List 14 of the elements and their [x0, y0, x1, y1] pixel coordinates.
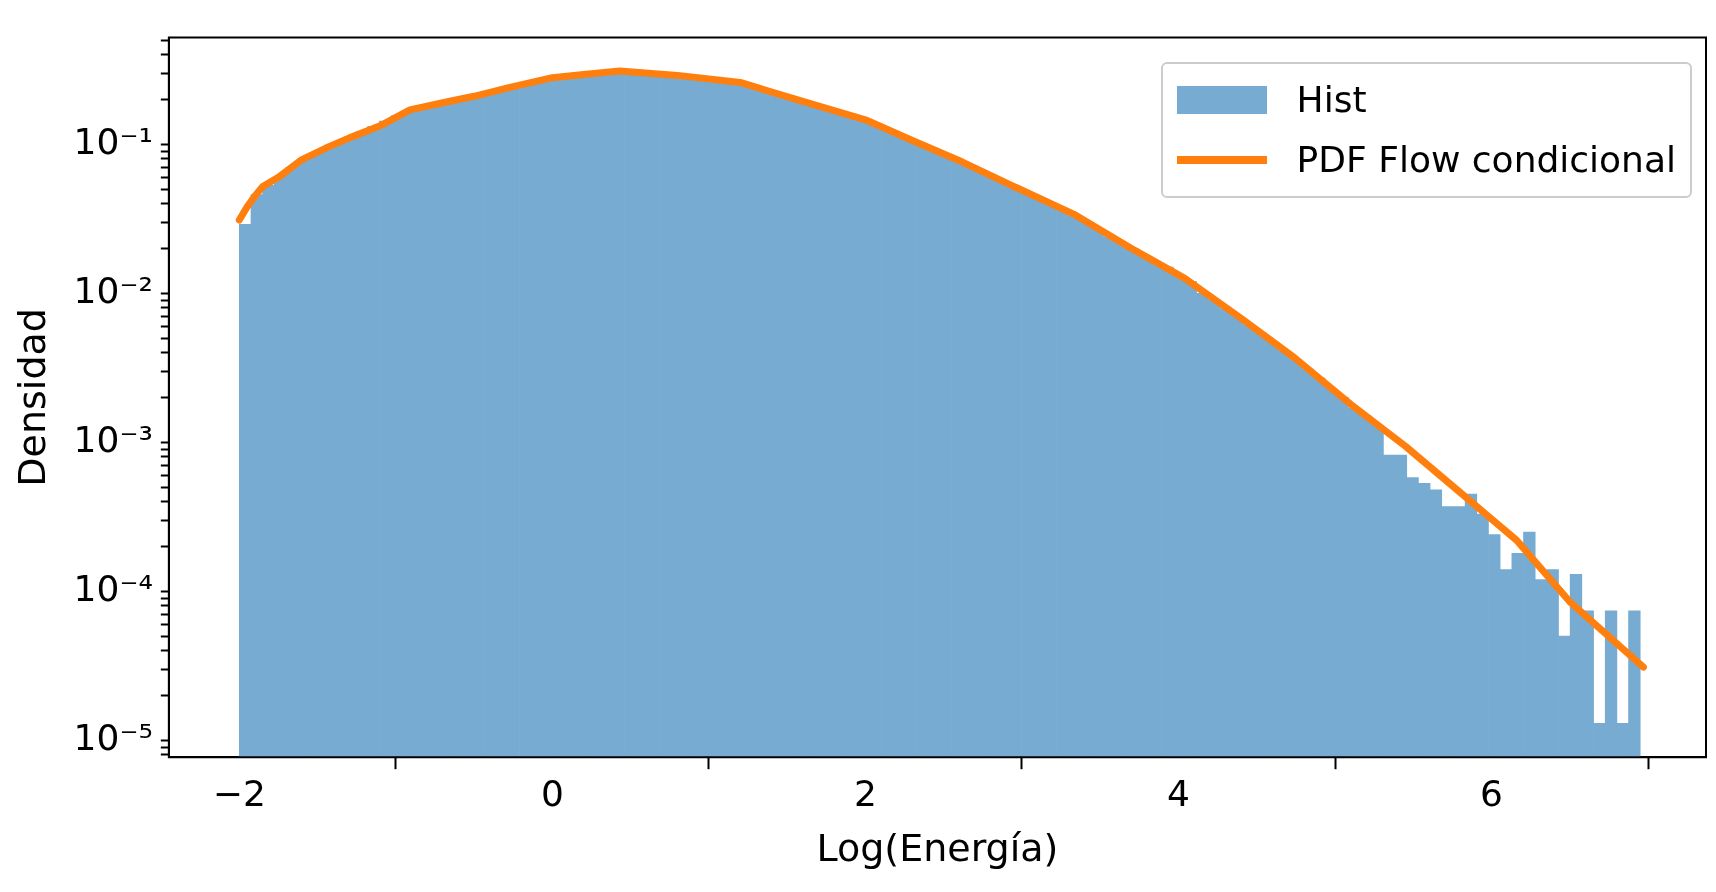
x-tick-label: −2	[212, 773, 266, 815]
x-axis-title: Log(Energía)	[816, 826, 1059, 871]
y-tick-label: 10⁻⁴	[73, 567, 153, 609]
y-tick-label: 10⁻³	[73, 418, 153, 460]
y-axis-title: Densidad	[9, 308, 54, 487]
x-tick-label: 0	[540, 773, 564, 815]
x-tick-label: 6	[1480, 773, 1503, 815]
y-tick-label: 10⁻¹	[73, 120, 153, 162]
y-tick-label: 10⁻²	[73, 269, 153, 311]
x-tick-label: 2	[853, 773, 877, 815]
y-tick-label: 10⁻⁵	[73, 716, 153, 758]
legend-label: PDF Flow condicional	[1296, 137, 1676, 182]
x-tick-label: 4	[1167, 773, 1190, 815]
legend-label: Hist	[1296, 77, 1367, 122]
